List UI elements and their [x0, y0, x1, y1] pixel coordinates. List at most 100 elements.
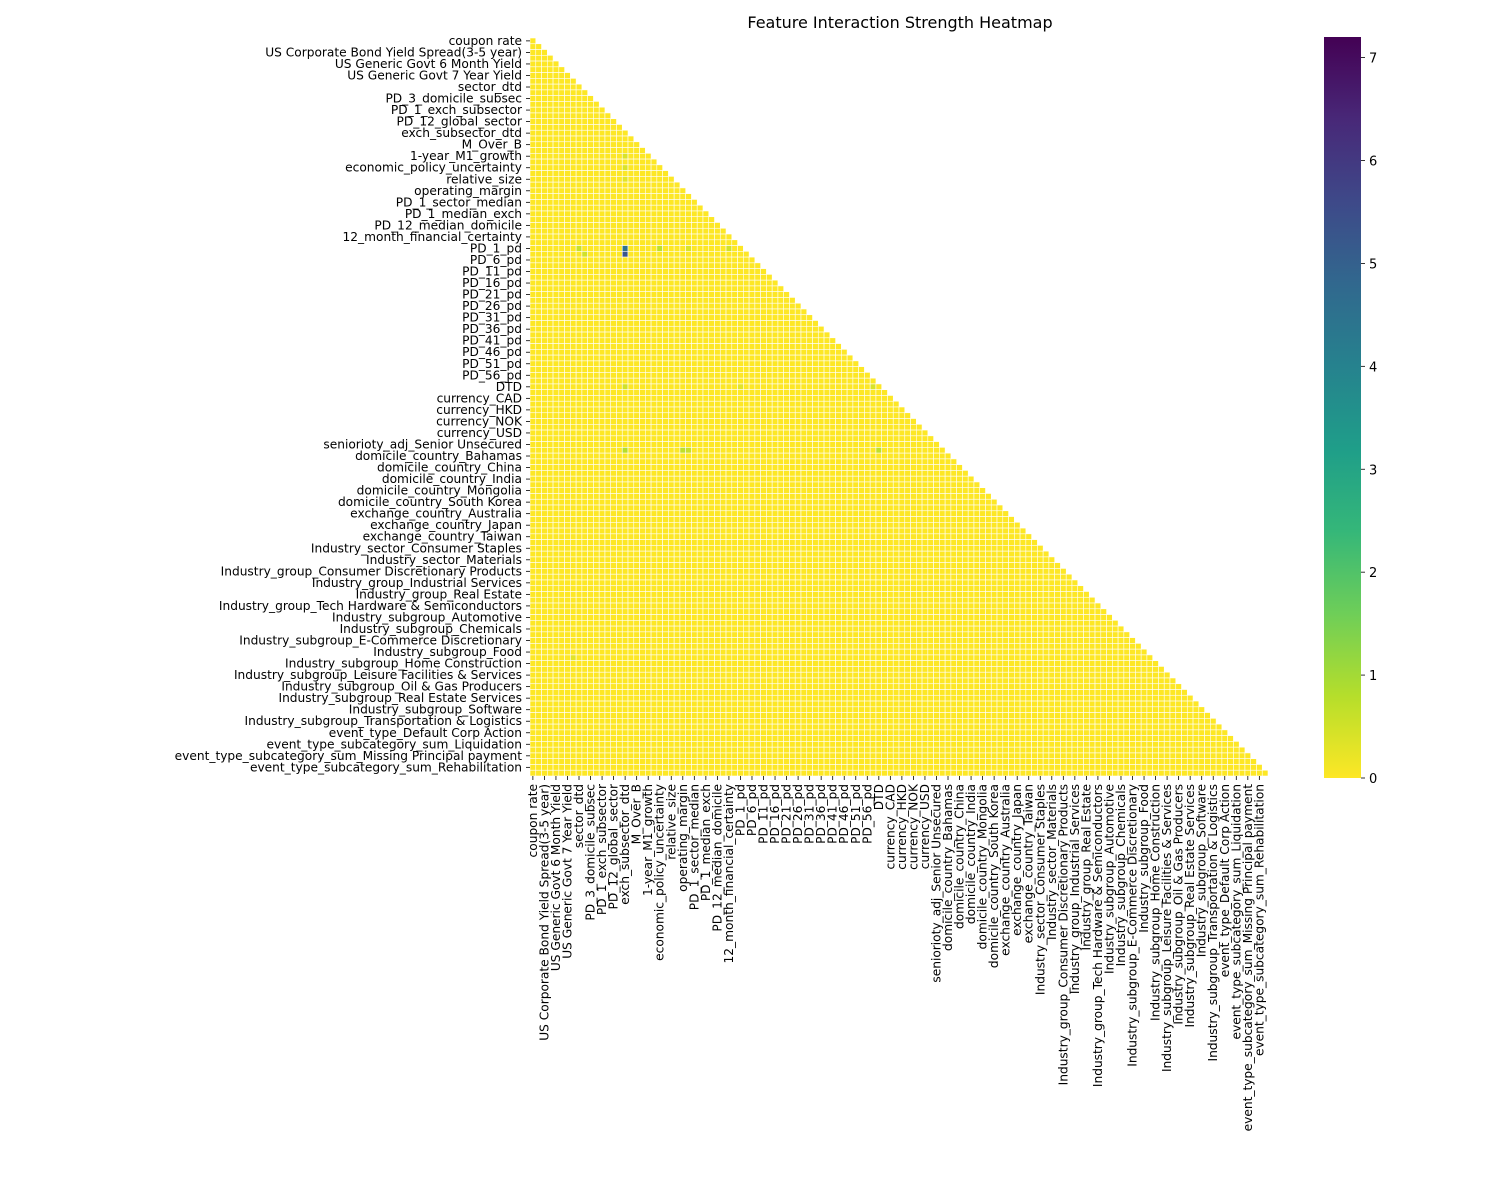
- heatmap-cell: [593, 412, 600, 419]
- heatmap-cell: [645, 233, 652, 241]
- heatmap-cell: [708, 349, 715, 356]
- heatmap-cell: [852, 395, 859, 402]
- heatmap-cell: [673, 429, 681, 437]
- heatmap-cell: [598, 545, 606, 552]
- heatmap-cell: [639, 233, 646, 241]
- heatmap-cell: [541, 129, 548, 137]
- heatmap-cell: [892, 539, 900, 546]
- heatmap-cell: [794, 493, 802, 500]
- heatmap-cell: [633, 153, 640, 160]
- heatmap-cell: [766, 435, 773, 442]
- heatmap-cell: [696, 556, 704, 563]
- heatmap-cell: [708, 458, 715, 465]
- heatmap-cell: [627, 487, 635, 494]
- heatmap-cell: [529, 516, 537, 523]
- heatmap-cell: [639, 510, 646, 517]
- heatmap-cell: [760, 268, 767, 275]
- heatmap-cell: [587, 291, 594, 298]
- heatmap-cell: [760, 539, 767, 546]
- heatmap-cell: [645, 251, 652, 258]
- heatmap-cell: [817, 372, 825, 379]
- heatmap-cell: [737, 297, 744, 304]
- heatmap-cell: [662, 199, 669, 206]
- heatmap-cell: [656, 372, 663, 379]
- heatmap-cell: [570, 464, 577, 471]
- heatmap-cell: [719, 423, 727, 431]
- heatmap-cell: [696, 251, 704, 258]
- heatmap-cell: [754, 562, 761, 569]
- heatmap-cell: [1060, 591, 1067, 598]
- heatmap-cell: [598, 596, 606, 604]
- heatmap-cell: [858, 435, 865, 442]
- heatmap-cell: [1008, 585, 1015, 592]
- heatmap-cell: [841, 504, 848, 512]
- heatmap-cell: [546, 256, 554, 264]
- heatmap-cell: [910, 568, 917, 575]
- heatmap-cell: [731, 464, 738, 471]
- heatmap-cell: [725, 418, 733, 425]
- heatmap-cell: [616, 320, 623, 327]
- heatmap-cell: [714, 464, 721, 471]
- heatmap-cell: [650, 493, 658, 500]
- heatmap-cell: [575, 285, 583, 292]
- heatmap-cell: [552, 187, 560, 194]
- heatmap-cell: [633, 343, 640, 350]
- heatmap-cell: [771, 383, 779, 391]
- heatmap-cell: [656, 470, 663, 477]
- heatmap-cell: [604, 522, 612, 529]
- heatmap-cell: [789, 550, 796, 558]
- heatmap-cell: [552, 562, 560, 569]
- heatmap-cell: [719, 366, 727, 373]
- heatmap-cell: [535, 331, 542, 339]
- heatmap-cell: [719, 522, 727, 529]
- heatmap-cell: [570, 539, 577, 546]
- heatmap-cell: [823, 349, 831, 356]
- heatmap-cell: [593, 591, 600, 598]
- heatmap-cell: [869, 441, 877, 448]
- heatmap-cell: [639, 596, 646, 604]
- heatmap-cell: [564, 239, 571, 246]
- heatmap-cell: [869, 539, 877, 546]
- heatmap-cell: [679, 579, 686, 587]
- heatmap-cell: [881, 539, 888, 546]
- heatmap-cell: [783, 608, 790, 615]
- heatmap-cell: [910, 556, 917, 563]
- heatmap-cell: [864, 596, 871, 604]
- heatmap-cell: [696, 602, 704, 610]
- heatmap-cell: [668, 452, 675, 460]
- heatmap-cell: [627, 153, 635, 160]
- heatmap-cell: [627, 522, 635, 529]
- heatmap-cell: [639, 429, 646, 437]
- heatmap-cell: [558, 464, 565, 471]
- heatmap-cell: [685, 314, 692, 321]
- heatmap-cell: [541, 83, 548, 91]
- heatmap-cell: [743, 493, 750, 500]
- heatmap-cell: [783, 573, 790, 581]
- heatmap-cell: [598, 354, 606, 362]
- heatmap-cell: [1014, 550, 1021, 558]
- heatmap-cell: [719, 274, 727, 281]
- heatmap-cell: [933, 579, 940, 587]
- heatmap-cell: [610, 164, 617, 171]
- heatmap-cell: [604, 204, 612, 212]
- heatmap-cell: [587, 158, 594, 166]
- heatmap-cell: [558, 539, 565, 546]
- heatmap-cell: [812, 573, 819, 581]
- heatmap-cell: [985, 545, 992, 552]
- heatmap-cell: [725, 579, 733, 587]
- heatmap-cell: [714, 562, 721, 569]
- heatmap-cell: [627, 256, 635, 264]
- heatmap-cell: [691, 527, 698, 535]
- heatmap-cell: [708, 481, 715, 489]
- heatmap-cell: [668, 308, 675, 316]
- heatmap-cell: [633, 349, 640, 356]
- heatmap-cell: [570, 101, 577, 108]
- heatmap-cell: [564, 129, 571, 137]
- heatmap-cell: [570, 147, 577, 154]
- heatmap-cell: [535, 498, 542, 506]
- heatmap-cell: [806, 539, 813, 546]
- heatmap-cell: [875, 596, 883, 604]
- heatmap-cell: [714, 493, 721, 500]
- heatmap-cell: [875, 562, 883, 569]
- heatmap-cell: [812, 354, 819, 362]
